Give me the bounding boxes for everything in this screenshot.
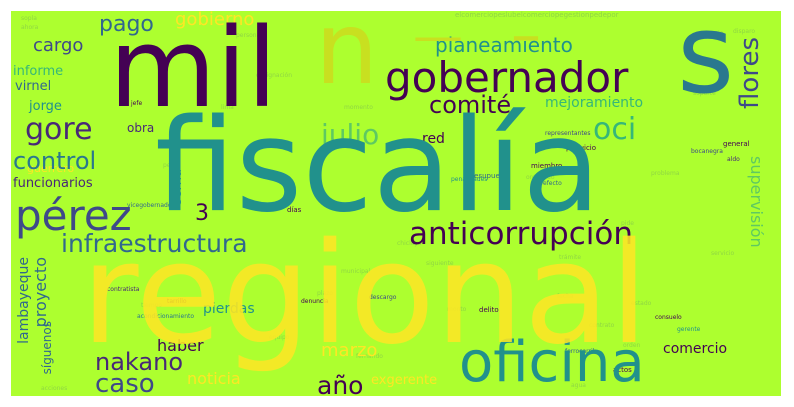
word: jefe <box>131 100 143 107</box>
word: pago <box>99 12 154 37</box>
word: n <box>315 11 379 107</box>
word: comercio <box>663 341 728 357</box>
word: municipal <box>341 268 371 275</box>
word: mil <box>109 11 278 132</box>
word: red <box>422 131 445 147</box>
word: orden <box>623 342 641 349</box>
word: oficina <box>459 330 645 395</box>
word: ahora <box>21 24 39 31</box>
word: efecto <box>543 180 562 187</box>
word: fiscalía <box>155 92 601 241</box>
word: estado <box>631 300 652 307</box>
word: funcionarios <box>13 176 93 191</box>
word: delito <box>479 306 499 314</box>
word: 3 <box>195 201 209 226</box>
word: flores <box>735 37 765 109</box>
word: penal <box>163 162 180 169</box>
word: momento <box>344 104 373 111</box>
word: elcomerciopeslubelcomerciopegestionpedep… <box>455 11 619 19</box>
word: exgerente <box>371 373 438 388</box>
word: descargo <box>369 294 397 301</box>
word: acondicionamiento <box>137 313 195 320</box>
word: síguenos <box>40 321 54 375</box>
word: denuncia <box>301 298 329 305</box>
word: personal <box>236 32 262 39</box>
word: regional <box>81 213 649 376</box>
word: trámite <box>559 254 582 261</box>
word: fecha <box>557 293 574 300</box>
word: supervisión <box>747 156 766 248</box>
word: comité <box>429 91 512 119</box>
word: control <box>13 147 97 175</box>
word: miembro <box>531 162 563 170</box>
word: lima <box>221 104 234 111</box>
word: consuelo <box>655 314 682 321</box>
word: designación <box>256 72 293 79</box>
word: oci <box>593 112 637 147</box>
word: representantes <box>545 130 591 137</box>
word: marzo <box>321 340 378 361</box>
word: pérez <box>15 191 132 240</box>
word: ordenado <box>526 174 555 181</box>
word: gobernador <box>385 53 629 102</box>
word: nakano <box>95 348 183 376</box>
word: aldo <box>727 156 740 163</box>
word: julio <box>321 118 380 151</box>
word: caso <box>95 369 155 396</box>
word: ferrocarril <box>565 348 595 355</box>
word: año <box>317 371 364 396</box>
word: días <box>287 206 302 214</box>
word: informe <box>13 64 64 79</box>
word: proyecto <box>31 257 50 328</box>
word: sopla <box>21 15 37 22</box>
word: obra <box>127 121 155 135</box>
word: equipo <box>269 334 290 341</box>
word: virnel <box>15 79 52 94</box>
word: disparo <box>733 28 756 35</box>
word: anticorrupción <box>409 216 633 252</box>
word: contrato <box>589 322 615 329</box>
word: gerente <box>677 326 701 333</box>
word: siguiente <box>426 260 454 267</box>
word: — <box>413 11 463 65</box>
word: contratista <box>107 286 140 293</box>
word: servicio <box>711 250 735 257</box>
word: infraestructura <box>61 229 248 258</box>
word: gore <box>25 112 93 147</box>
word: agua <box>571 382 586 389</box>
word: guerrero <box>27 162 75 175</box>
word: perjuicio <box>566 144 597 152</box>
word: bocanegra <box>691 148 723 155</box>
word: monto <box>447 306 467 313</box>
word: caja <box>711 30 724 37</box>
word: pide <box>621 220 634 227</box>
word: vicegobernadora <box>127 202 178 209</box>
word: problema <box>651 170 680 177</box>
word: chiclayo <box>397 240 422 247</box>
word: – <box>511 11 541 70</box>
word: tiempo <box>141 302 163 309</box>
word: actos <box>613 366 632 374</box>
word: plazo <box>317 290 333 297</box>
word: s <box>677 11 735 118</box>
word: mejoramiento <box>545 95 644 111</box>
word: jorge <box>29 99 62 114</box>
word: presupuesto <box>467 172 511 180</box>
word: gobierno <box>175 11 255 30</box>
word: pierdas <box>203 301 255 317</box>
word: planeamiento <box>435 33 573 57</box>
word: lambayeque <box>16 257 32 344</box>
word: noticia <box>187 369 241 388</box>
word: general <box>723 140 750 148</box>
word: cargo <box>33 35 84 56</box>
word: tarrillo <box>167 298 187 305</box>
word: soporte <box>693 90 716 97</box>
word: haber <box>157 336 204 355</box>
word-cloud: elcomerciopeslubelcomerciopegestionpedep… <box>11 11 781 396</box>
word: fernando <box>356 353 383 360</box>
word: penalidades <box>451 176 488 183</box>
word: acciones <box>41 385 68 392</box>
